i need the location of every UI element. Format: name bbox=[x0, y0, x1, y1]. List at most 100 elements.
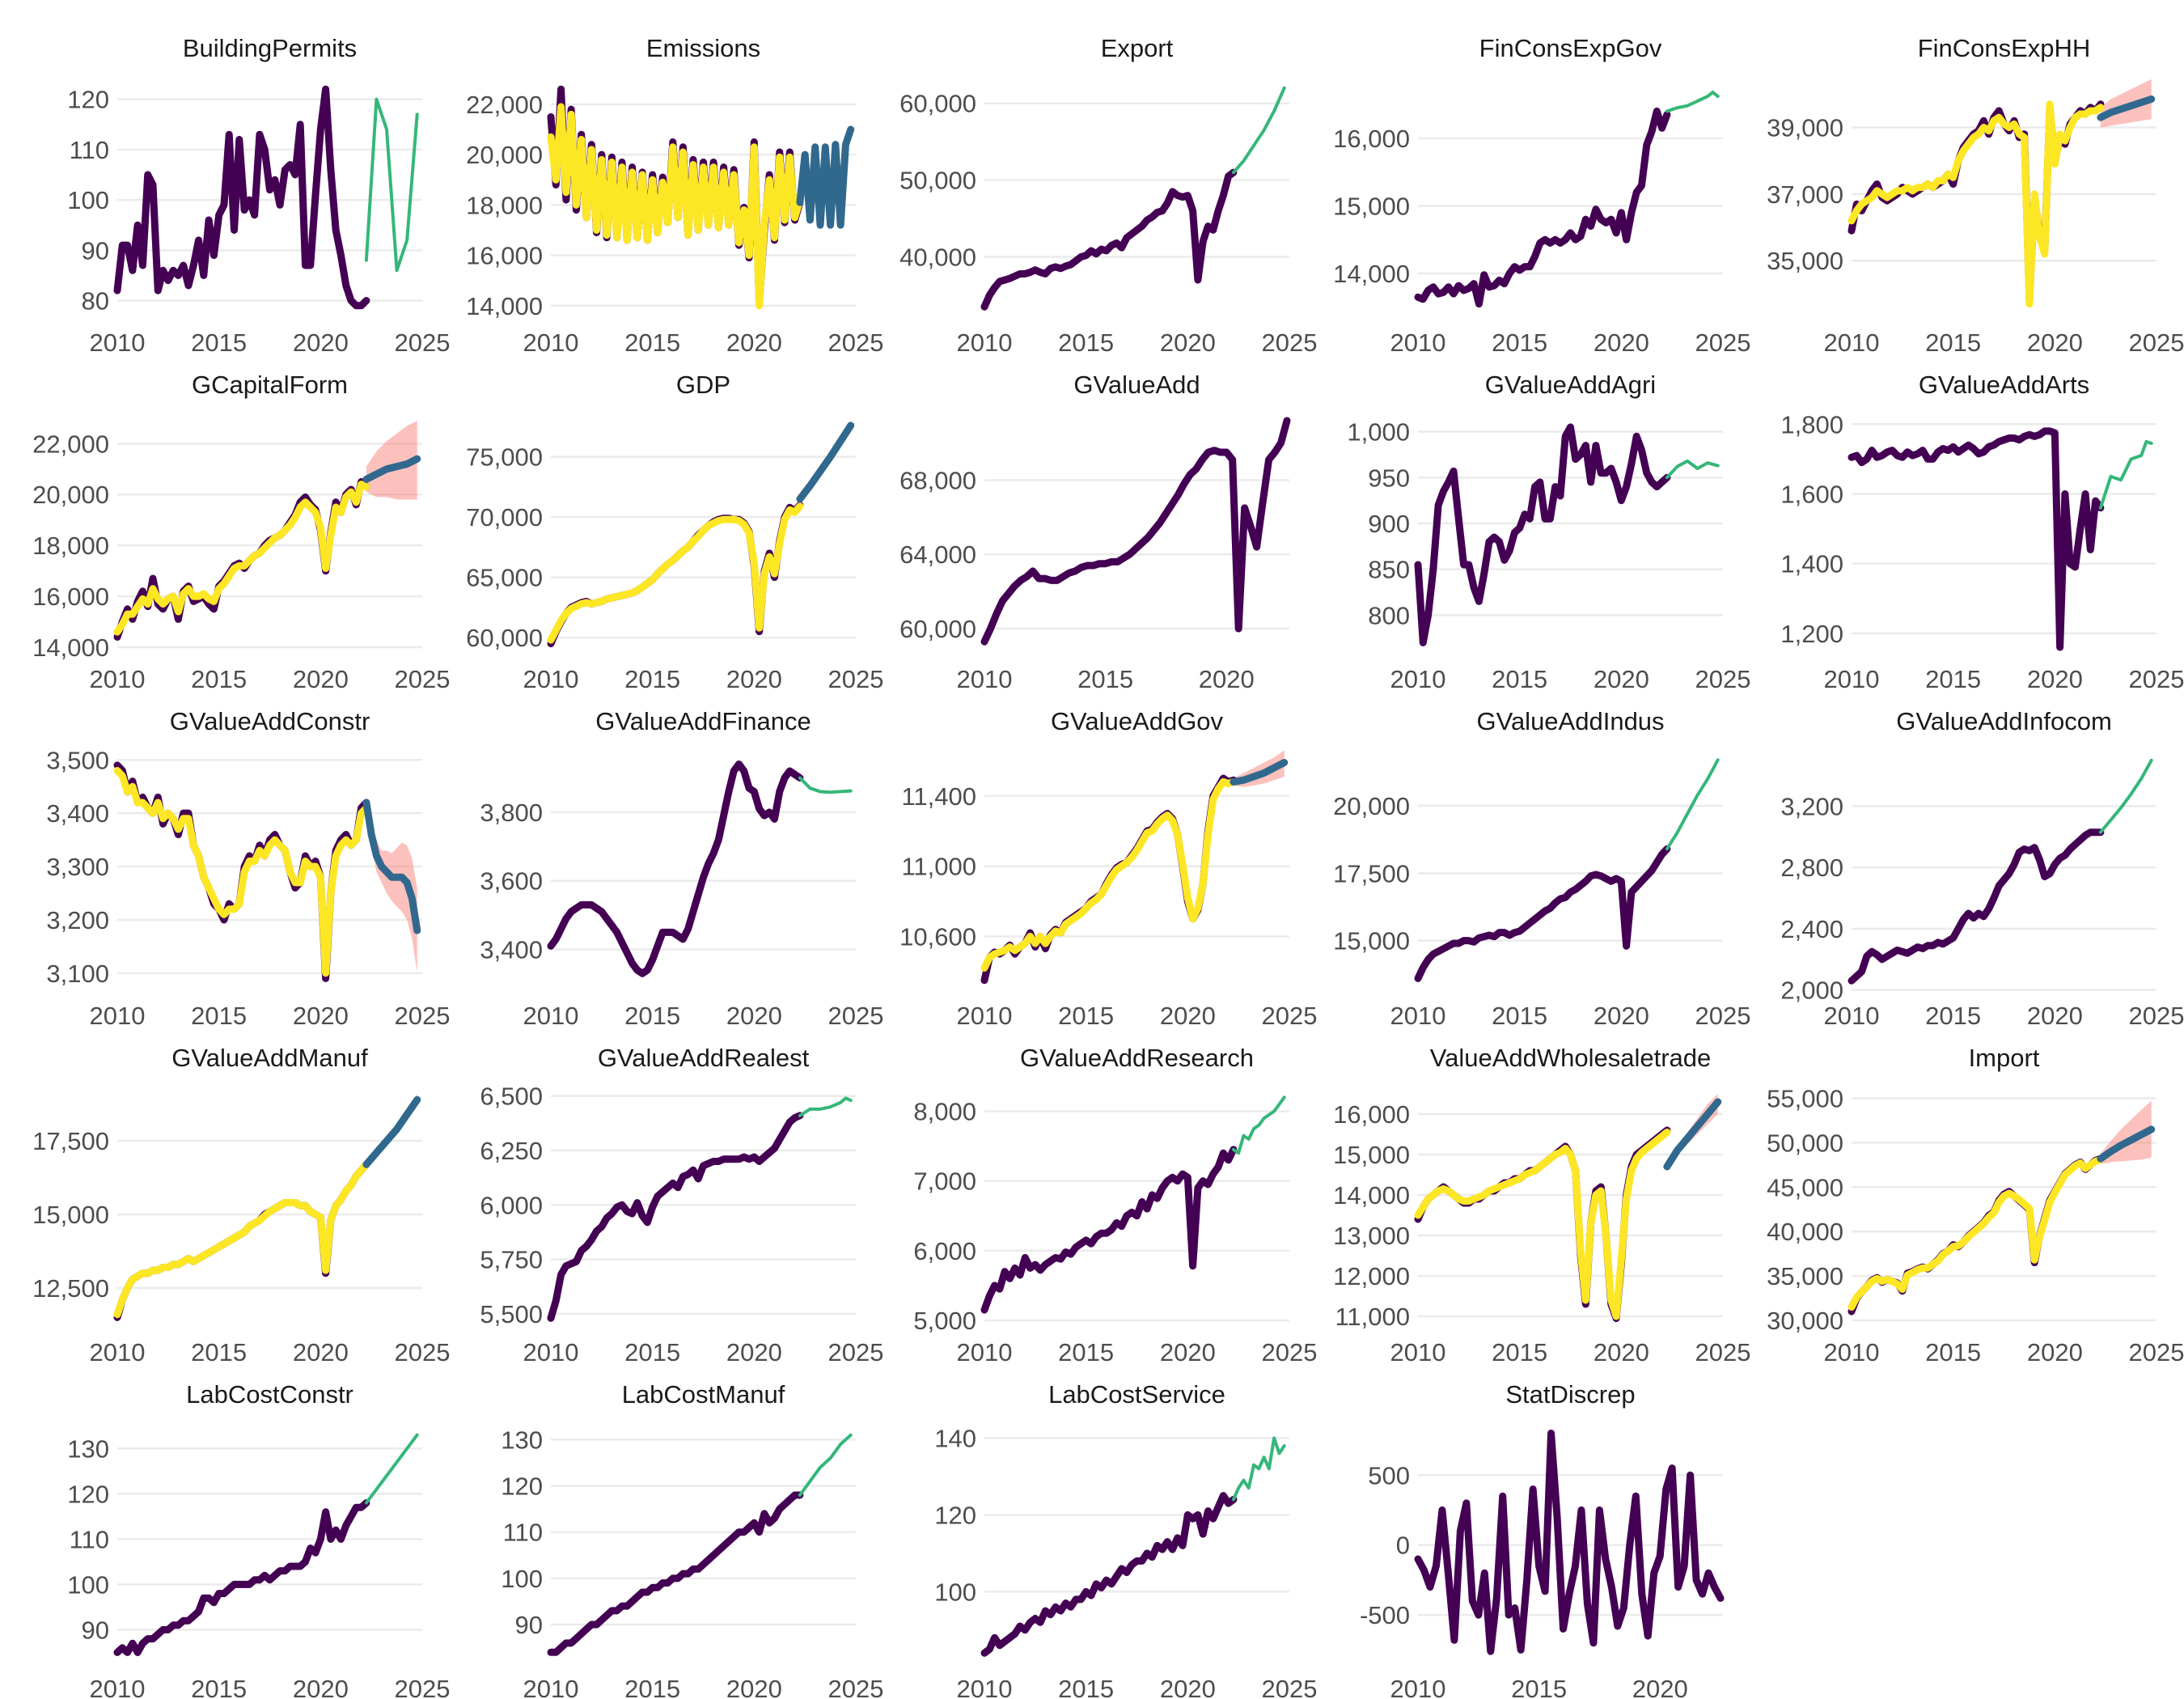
y-tick-label: 37,000 bbox=[1767, 180, 1843, 209]
x-tick-label: 2015 bbox=[1058, 1002, 1114, 1030]
x-tick-label: 2025 bbox=[1262, 1002, 1318, 1030]
y-tick-label: 20,000 bbox=[32, 481, 109, 509]
panel-gvalue-add-agri: GValueAddAgri 800 850 900 950 1,000 2010 2015 20… bbox=[1347, 371, 1750, 693]
scenario-series-line bbox=[1665, 459, 1720, 480]
y-tick-label: 3,300 bbox=[46, 853, 109, 881]
x-tick-label: 2015 bbox=[1058, 328, 1114, 357]
y-tick-label: 17,500 bbox=[32, 1127, 109, 1155]
panel-title: GValueAddFinance bbox=[595, 707, 811, 735]
scenario-series-line bbox=[2098, 758, 2153, 834]
panel-import: Import 30,000 35,000 40,000 45,000 50,000 55,0… bbox=[1767, 1044, 2184, 1366]
y-tick-label: 3,400 bbox=[46, 799, 109, 828]
forecast-series-line bbox=[362, 455, 421, 483]
y-tick-label: 11,400 bbox=[901, 782, 976, 811]
x-tick-label: 2015 bbox=[191, 1338, 247, 1366]
observed-series-line bbox=[547, 760, 804, 977]
forecast-series-line bbox=[1230, 759, 1289, 786]
scenario-series-line bbox=[798, 1433, 853, 1497]
x-tick-label: 2015 bbox=[1492, 665, 1547, 693]
x-tick-label: 2020 bbox=[726, 1675, 782, 1699]
y-tick-label: 100 bbox=[501, 1565, 543, 1593]
scenario-series-line bbox=[2098, 439, 2153, 510]
x-tick-label: 2020 bbox=[2027, 328, 2083, 357]
scenario-series-line bbox=[364, 97, 419, 273]
fitted-series-line bbox=[1848, 1155, 2105, 1311]
panel-title: ValueAddWholesaletrade bbox=[1430, 1044, 1712, 1072]
y-tick-label: 110 bbox=[70, 136, 109, 164]
panel-fin-cons-exp-hh: FinConsExpHH 35,000 37,000 39,000 2010 2015 20… bbox=[1767, 34, 2184, 357]
x-tick-label: 2025 bbox=[828, 1338, 884, 1366]
x-tick-label: 2015 bbox=[1058, 1675, 1114, 1699]
x-tick-label: 2015 bbox=[1492, 1338, 1547, 1366]
x-tick-label: 2010 bbox=[523, 328, 579, 357]
x-tick-label: 2010 bbox=[1824, 1338, 1880, 1366]
observed-series-line bbox=[547, 1491, 804, 1656]
y-tick-label: 120 bbox=[67, 1480, 109, 1508]
x-tick-label: 2020 bbox=[1594, 328, 1649, 357]
y-tick-label: 22,000 bbox=[466, 91, 543, 119]
x-tick-label: 2015 bbox=[624, 328, 680, 357]
panel-title: Export bbox=[1101, 34, 1174, 62]
scenario-series-line bbox=[798, 1096, 853, 1117]
y-tick-label: 90 bbox=[82, 236, 109, 265]
y-tick-label: 8,000 bbox=[913, 1098, 976, 1126]
y-tick-label: 100 bbox=[67, 186, 109, 214]
y-tick-label: 11,000 bbox=[1335, 1303, 1410, 1331]
x-tick-label: 2010 bbox=[957, 1675, 1013, 1699]
y-tick-label: 3,600 bbox=[480, 867, 543, 896]
x-tick-label: 2015 bbox=[624, 1002, 680, 1030]
y-tick-label: 1,000 bbox=[1347, 418, 1410, 447]
panel-building-permits: BuildingPermits 80 90 100 110 120 2010 2015 2020… bbox=[67, 34, 450, 357]
y-tick-label: 3,200 bbox=[46, 906, 109, 934]
panel-title: GCapitalForm bbox=[192, 371, 348, 399]
y-tick-label: 16,000 bbox=[1333, 1100, 1410, 1129]
y-tick-label: 20,000 bbox=[1333, 792, 1410, 820]
observed-series-line bbox=[1414, 1429, 1725, 1655]
y-tick-label: 2,400 bbox=[1780, 915, 1843, 943]
y-tick-label: 12,500 bbox=[32, 1274, 109, 1303]
x-tick-label: 2025 bbox=[1262, 1338, 1318, 1366]
x-tick-label: 2025 bbox=[828, 1002, 884, 1030]
y-tick-label: 15,000 bbox=[32, 1201, 109, 1229]
x-tick-label: 2020 bbox=[726, 665, 782, 693]
scenario-series-line bbox=[1665, 91, 1720, 113]
y-tick-label: 68,000 bbox=[899, 466, 976, 494]
x-tick-label: 2015 bbox=[1511, 1675, 1567, 1699]
x-tick-label: 2020 bbox=[1160, 1338, 1216, 1366]
scenario-series-line bbox=[1231, 1095, 1286, 1155]
observed-series-line bbox=[1414, 423, 1671, 646]
x-tick-label: 2010 bbox=[957, 1002, 1013, 1030]
x-tick-label: 2015 bbox=[191, 1675, 247, 1699]
forecast-series-line bbox=[362, 1095, 421, 1168]
fitted-series-line bbox=[113, 1160, 370, 1319]
forecast-series-line bbox=[2097, 1125, 2156, 1163]
x-tick-label: 2020 bbox=[1632, 1675, 1688, 1699]
observed-series-line bbox=[980, 1146, 1238, 1314]
y-tick-label: 500 bbox=[1368, 1461, 1410, 1489]
y-tick-label: 18,000 bbox=[32, 532, 109, 560]
x-tick-label: 2015 bbox=[624, 665, 680, 693]
y-tick-label: 5,000 bbox=[913, 1307, 976, 1335]
y-tick-label: 15,000 bbox=[1333, 192, 1410, 220]
x-tick-label: 2025 bbox=[2129, 1002, 2184, 1030]
x-tick-label: 2010 bbox=[523, 1338, 579, 1366]
x-tick-label: 2020 bbox=[293, 1338, 349, 1366]
forecast-interval-band bbox=[366, 797, 417, 973]
x-tick-label: 2015 bbox=[1492, 328, 1547, 357]
x-tick-label: 2025 bbox=[395, 1002, 451, 1030]
y-tick-label: 39,000 bbox=[1767, 114, 1843, 142]
y-tick-label: 120 bbox=[934, 1501, 976, 1529]
forecast-interval-band bbox=[366, 421, 417, 500]
x-tick-label: 2025 bbox=[2129, 328, 2184, 357]
fitted-series-line bbox=[1848, 100, 2105, 308]
x-tick-label: 2015 bbox=[1492, 1002, 1547, 1030]
y-tick-label: 70,000 bbox=[466, 503, 543, 532]
x-tick-label: 2010 bbox=[90, 1338, 146, 1366]
x-tick-label: 2010 bbox=[90, 665, 146, 693]
x-tick-label: 2015 bbox=[1925, 1002, 1981, 1030]
observed-series-line bbox=[980, 417, 1291, 646]
y-tick-label: 110 bbox=[503, 1519, 543, 1547]
panel-title: GValueAddInfocom bbox=[1896, 707, 2112, 735]
y-tick-label: 17,500 bbox=[1333, 859, 1410, 888]
y-tick-label: 850 bbox=[1368, 556, 1410, 584]
